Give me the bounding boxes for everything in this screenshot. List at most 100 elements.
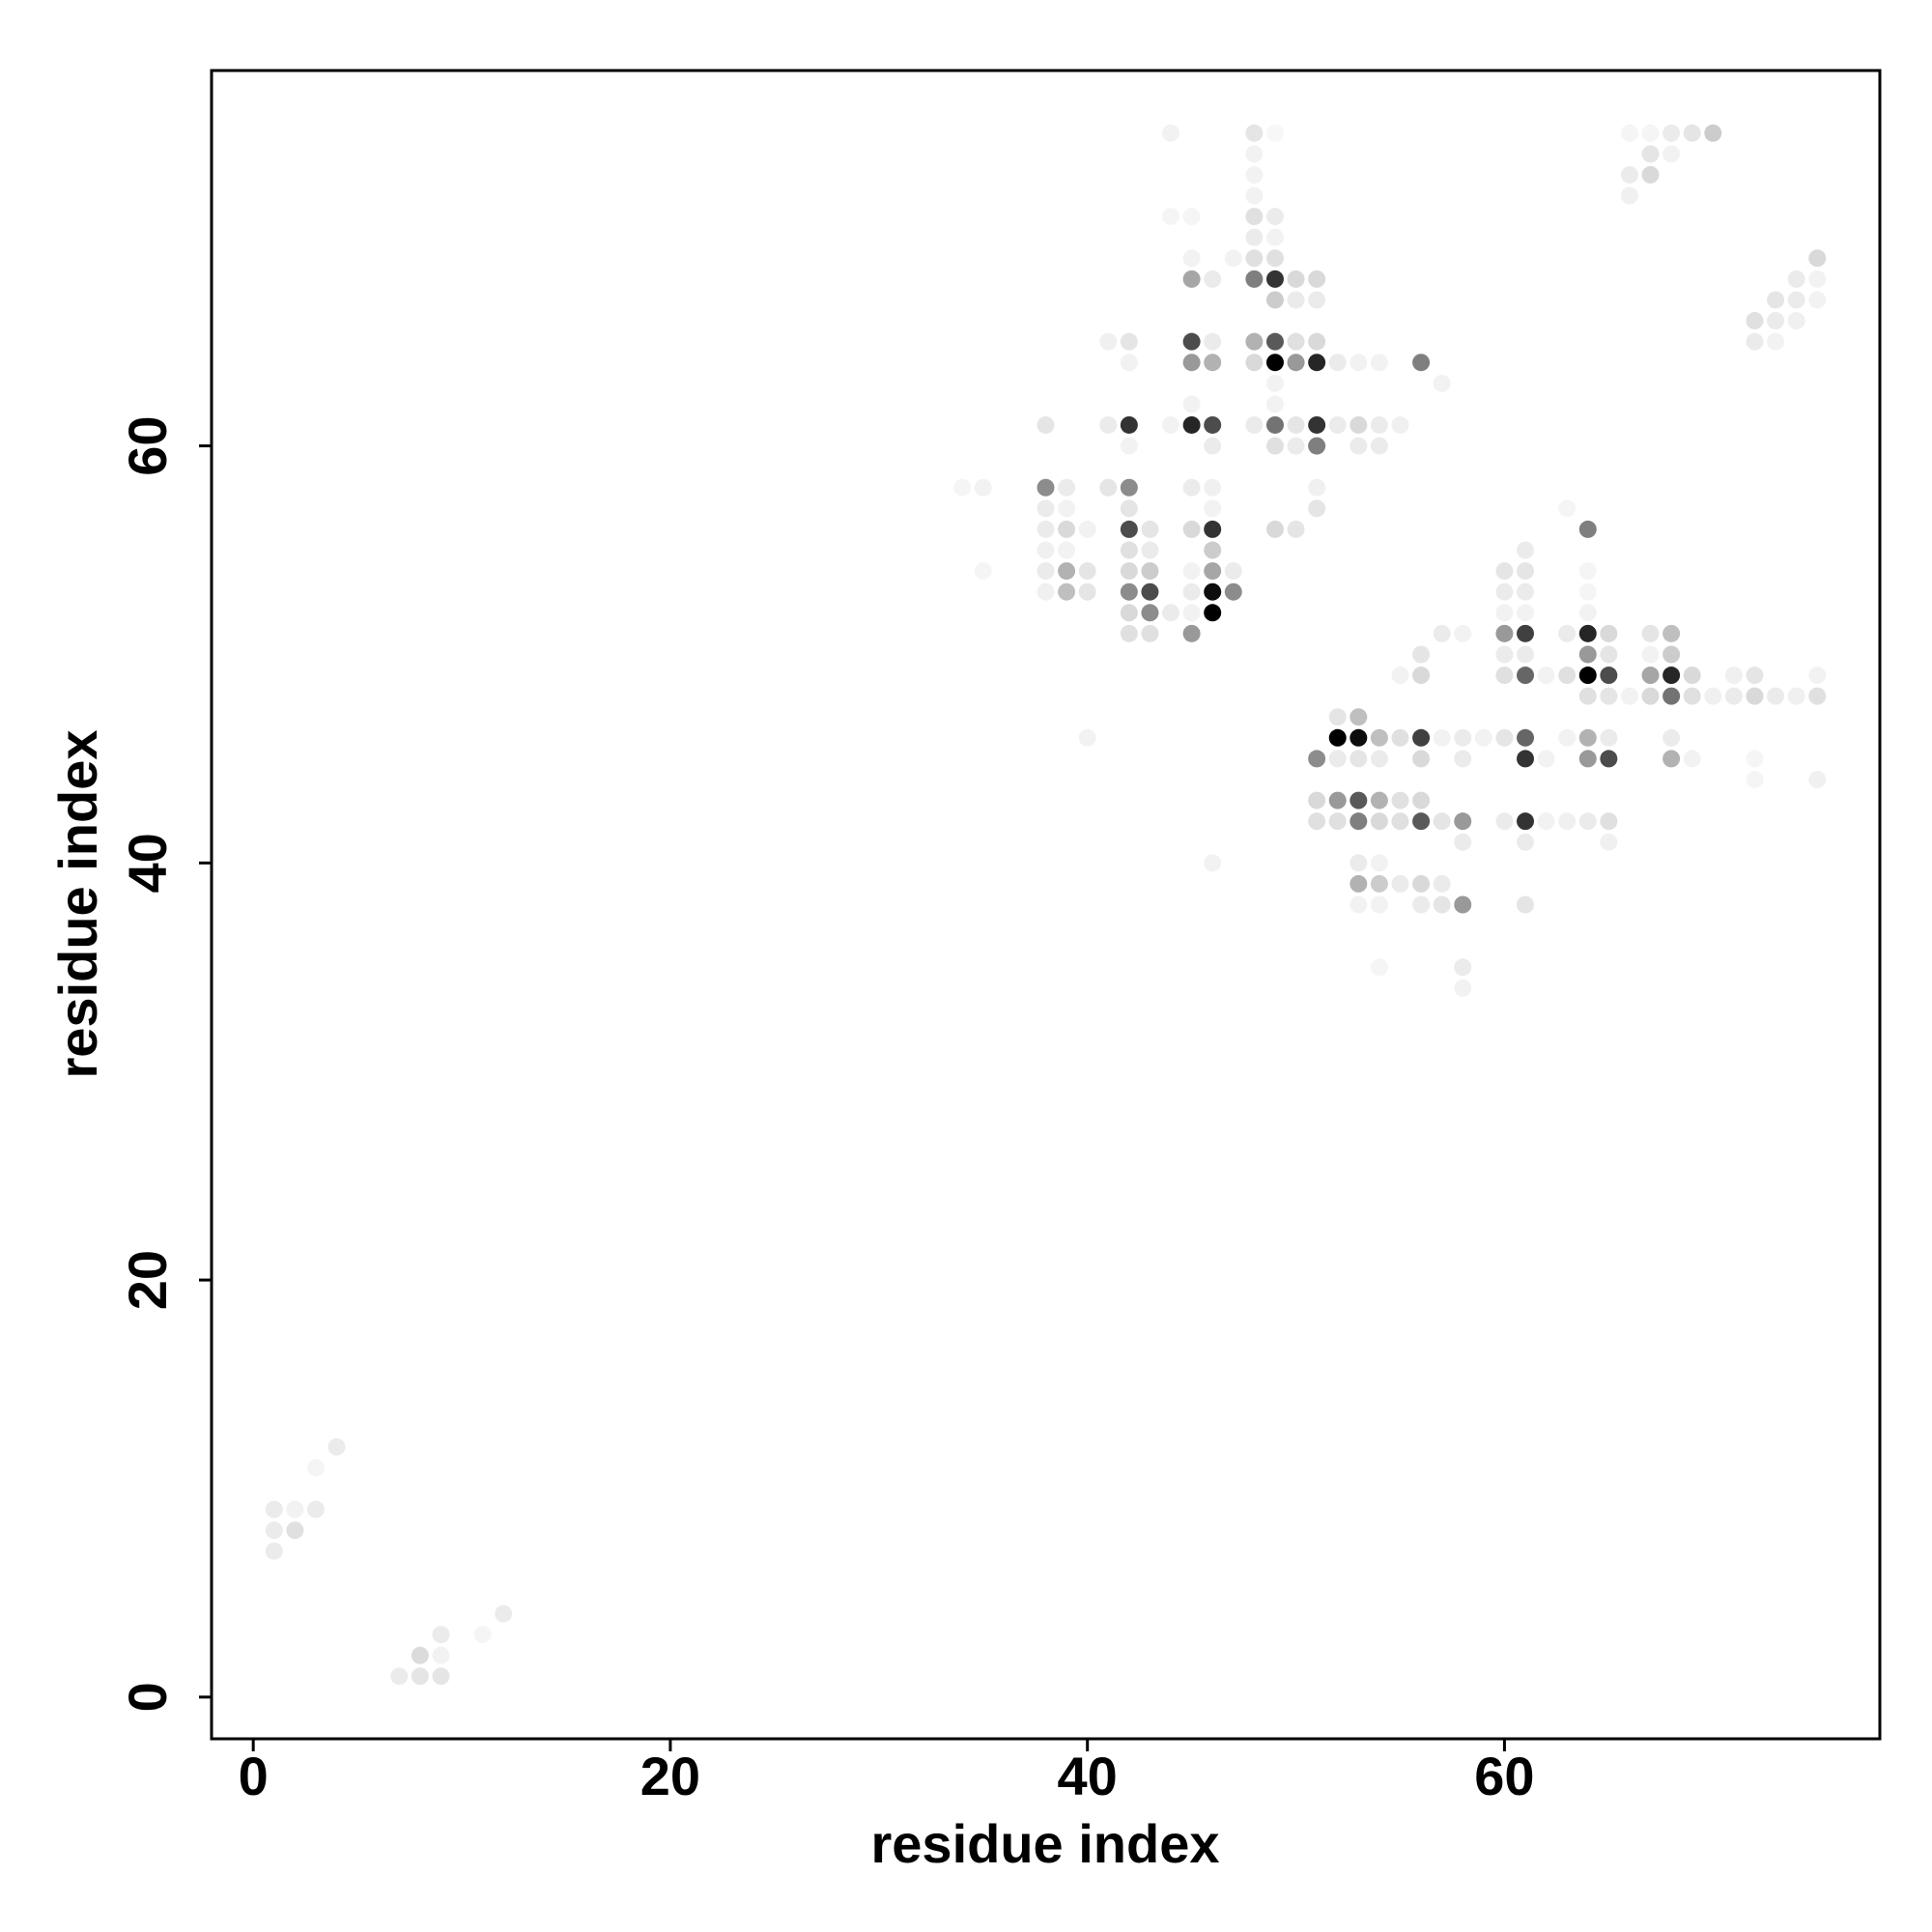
contact-point [306, 1459, 325, 1477]
contact-point [1600, 833, 1618, 851]
contact-point [1265, 249, 1284, 268]
contact-point [1370, 437, 1388, 455]
contact-point [1724, 667, 1743, 685]
contact-point [1662, 728, 1681, 747]
contact-point [1058, 478, 1076, 497]
contact-point [1558, 499, 1577, 518]
contact-point [1287, 354, 1305, 372]
contact-point [1767, 312, 1785, 330]
contact-point [1454, 833, 1472, 851]
contact-point [1287, 332, 1305, 351]
contact-point [1370, 958, 1388, 977]
contact-point [1578, 604, 1597, 622]
contact-point [1162, 208, 1180, 226]
contact-point [1495, 728, 1514, 747]
contact-point [1265, 415, 1284, 434]
contact-point [1704, 687, 1722, 705]
contact-point [1578, 645, 1597, 664]
contact-point [1433, 374, 1451, 392]
contact-point [1350, 895, 1368, 914]
contact-point [1204, 582, 1222, 601]
contact-point [1558, 667, 1577, 685]
contact-point [1370, 854, 1388, 872]
contact-point [974, 478, 992, 497]
contact-point [1433, 812, 1451, 831]
contact-point [1141, 562, 1159, 581]
contact-point [1391, 791, 1409, 810]
contact-point [1265, 228, 1284, 246]
contact-point [1746, 770, 1764, 788]
contact-point [1245, 415, 1264, 434]
plot-frame [210, 69, 1882, 1741]
contact-point [1391, 667, 1409, 685]
contact-point [1287, 415, 1305, 434]
contact-point [1224, 562, 1242, 581]
y-tick-label: 20 [117, 1250, 178, 1310]
contact-point [1037, 499, 1055, 518]
contact-point [1265, 291, 1284, 309]
contact-point [1120, 354, 1138, 372]
contact-point [1204, 604, 1222, 622]
contact-point [1120, 415, 1138, 434]
contact-point [411, 1667, 429, 1686]
contact-point [1245, 228, 1264, 246]
contact-point [1245, 165, 1264, 184]
contact-point [1662, 624, 1681, 642]
contact-point [1495, 582, 1514, 601]
contact-point [1578, 687, 1597, 705]
contact-point [1141, 582, 1159, 601]
contact-point [1558, 728, 1577, 747]
contact-point [1517, 667, 1535, 685]
contact-point [1641, 667, 1660, 685]
contact-point [1308, 499, 1326, 518]
contact-point [1037, 582, 1055, 601]
contact-point [1662, 645, 1681, 664]
contact-point [1370, 791, 1388, 810]
contact-point [1182, 332, 1201, 351]
contact-point [1120, 437, 1138, 455]
contact-point [1433, 895, 1451, 914]
contact-point [1578, 562, 1597, 581]
x-tick-label: 60 [1474, 1746, 1534, 1806]
contact-point [1120, 562, 1138, 581]
contact-point [1058, 562, 1076, 581]
contact-point [1182, 395, 1201, 413]
contact-point [1037, 541, 1055, 559]
contact-point [1578, 582, 1597, 601]
contact-point [432, 1626, 450, 1644]
contact-point [411, 1646, 429, 1664]
contact-point [1578, 728, 1597, 747]
contact-point [1495, 624, 1514, 642]
contact-point [1245, 124, 1264, 142]
contact-point [1517, 895, 1535, 914]
contact-point [1454, 624, 1472, 642]
contact-point [1370, 415, 1388, 434]
contact-point [1182, 604, 1201, 622]
contact-point [1245, 145, 1264, 163]
contact-point [1058, 499, 1076, 518]
contact-point [1412, 812, 1431, 831]
contact-point [953, 478, 972, 497]
contact-point [1308, 270, 1326, 288]
contact-point [1204, 541, 1222, 559]
contact-point [1517, 582, 1535, 601]
contact-point [1620, 687, 1638, 705]
contact-point [1808, 270, 1827, 288]
contact-point [1808, 291, 1827, 309]
contact-point [1308, 750, 1326, 768]
contact-point [286, 1500, 304, 1519]
contact-point [1182, 270, 1201, 288]
contact-point [1308, 291, 1326, 309]
contact-point [1265, 520, 1284, 538]
contact-point [432, 1667, 450, 1686]
contact-point [1120, 604, 1138, 622]
contact-point [1204, 354, 1222, 372]
contact-point [1058, 520, 1076, 538]
contact-point [1350, 750, 1368, 768]
contact-point [1265, 354, 1284, 372]
contact-point [265, 1521, 283, 1540]
contact-point [1600, 750, 1618, 768]
contact-point [265, 1542, 283, 1560]
contact-point [1308, 812, 1326, 831]
contact-point [286, 1521, 304, 1540]
